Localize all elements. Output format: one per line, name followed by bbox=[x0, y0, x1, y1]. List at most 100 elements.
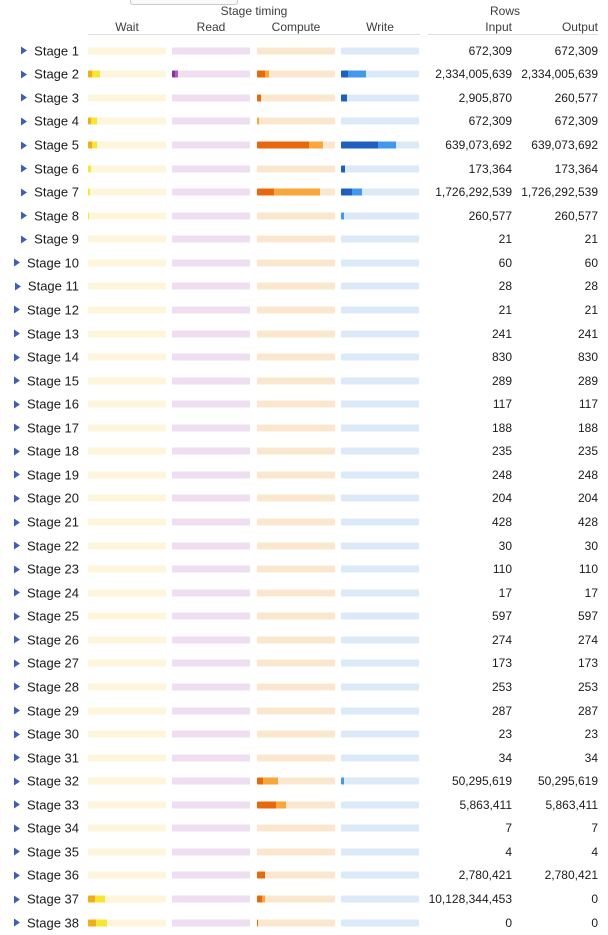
stage-expander[interactable]: Stage 22 bbox=[0, 539, 79, 552]
stage-row[interactable]: Stage 15 289 289 bbox=[0, 369, 608, 393]
stage-expander[interactable]: Stage 9 bbox=[0, 233, 79, 246]
stage-row[interactable]: Stage 24 17 17 bbox=[0, 581, 608, 605]
stage-expander[interactable]: Stage 31 bbox=[0, 751, 79, 764]
stage-row[interactable]: Stage 16 117 117 bbox=[0, 392, 608, 416]
expand-triangle-icon[interactable] bbox=[13, 376, 20, 385]
stage-row[interactable]: Stage 6 173,364 173,364 bbox=[0, 157, 608, 181]
stage-row[interactable]: Stage 30 23 23 bbox=[0, 722, 608, 746]
stage-label[interactable]: Stage 12 bbox=[26, 302, 79, 318]
stage-expander[interactable]: Stage 4 bbox=[0, 115, 79, 128]
stage-row[interactable]: Stage 25 597 597 bbox=[0, 605, 608, 629]
expand-triangle-icon[interactable] bbox=[21, 164, 28, 173]
expand-triangle-icon[interactable] bbox=[13, 470, 20, 479]
expand-triangle-icon[interactable] bbox=[13, 258, 20, 267]
expand-triangle-icon[interactable] bbox=[13, 400, 20, 409]
stage-expander[interactable]: Stage 24 bbox=[0, 586, 79, 599]
stage-label[interactable]: Stage 30 bbox=[26, 726, 79, 742]
stage-label[interactable]: Stage 1 bbox=[34, 43, 79, 59]
stage-expander[interactable]: Stage 37 bbox=[0, 893, 79, 906]
stage-label[interactable]: Stage 17 bbox=[26, 420, 79, 436]
stage-expander[interactable]: Stage 15 bbox=[0, 374, 79, 387]
expand-triangle-icon[interactable] bbox=[13, 800, 20, 809]
stage-label[interactable]: Stage 15 bbox=[26, 373, 79, 389]
stage-row[interactable]: Stage 8 260,577 260,577 bbox=[0, 204, 608, 228]
stage-row[interactable]: Stage 26 274 274 bbox=[0, 628, 608, 652]
expand-triangle-icon[interactable] bbox=[13, 612, 20, 621]
stage-label[interactable]: Stage 37 bbox=[26, 891, 79, 907]
expand-triangle-icon[interactable] bbox=[13, 753, 20, 762]
stage-label[interactable]: Stage 34 bbox=[26, 820, 79, 836]
expand-triangle-icon[interactable] bbox=[21, 141, 28, 150]
expand-triangle-icon[interactable] bbox=[13, 494, 20, 503]
expand-triangle-icon[interactable] bbox=[13, 588, 20, 597]
expand-triangle-icon[interactable] bbox=[13, 423, 20, 432]
stage-expander[interactable]: Stage 5 bbox=[0, 139, 79, 152]
stage-label[interactable]: Stage 13 bbox=[26, 326, 79, 342]
stage-label[interactable]: Stage 23 bbox=[26, 561, 79, 577]
stage-label[interactable]: Stage 21 bbox=[26, 514, 79, 530]
stage-label[interactable]: Stage 35 bbox=[26, 844, 79, 860]
stage-label[interactable]: Stage 7 bbox=[34, 184, 79, 200]
stage-row[interactable]: Stage 29 287 287 bbox=[0, 699, 608, 723]
expand-triangle-icon[interactable] bbox=[13, 565, 20, 574]
stage-row[interactable]: Stage 32 50,295,619 50,295,619 bbox=[0, 769, 608, 793]
stage-label[interactable]: Stage 16 bbox=[26, 396, 79, 412]
stage-expander[interactable]: Stage 29 bbox=[0, 704, 79, 717]
stage-label[interactable]: Stage 28 bbox=[26, 679, 79, 695]
stage-expander[interactable]: Stage 14 bbox=[0, 351, 79, 364]
stage-row[interactable]: Stage 2 2,334,005,639 2,334,005,639 bbox=[0, 63, 608, 87]
stage-label[interactable]: Stage 10 bbox=[26, 255, 79, 271]
expand-triangle-icon[interactable] bbox=[13, 447, 20, 456]
stage-expander[interactable]: Stage 11 bbox=[0, 280, 79, 293]
stage-expander[interactable]: Stage 38 bbox=[0, 916, 79, 929]
stage-row[interactable]: Stage 27 173 173 bbox=[0, 652, 608, 676]
expand-triangle-icon[interactable] bbox=[13, 824, 20, 833]
stage-row[interactable]: Stage 37 10,128,344,453 0 bbox=[0, 887, 608, 911]
expand-triangle-icon[interactable] bbox=[13, 635, 20, 644]
stage-row[interactable]: Stage 1 672,309 672,309 bbox=[0, 39, 608, 63]
stage-label[interactable]: Stage 31 bbox=[26, 750, 79, 766]
stage-row[interactable]: Stage 35 4 4 bbox=[0, 840, 608, 864]
stage-label[interactable]: Stage 36 bbox=[26, 867, 79, 883]
stage-expander[interactable]: Stage 35 bbox=[0, 845, 79, 858]
stage-label[interactable]: Stage 20 bbox=[26, 490, 79, 506]
stage-row[interactable]: Stage 12 21 21 bbox=[0, 298, 608, 322]
stage-row[interactable]: Stage 28 253 253 bbox=[0, 675, 608, 699]
stage-expander[interactable]: Stage 23 bbox=[0, 563, 79, 576]
stage-expander[interactable]: Stage 7 bbox=[0, 186, 79, 199]
stage-expander[interactable]: Stage 27 bbox=[0, 657, 79, 670]
stage-row[interactable]: Stage 18 235 235 bbox=[0, 440, 608, 464]
stage-label[interactable]: Stage 26 bbox=[26, 632, 79, 648]
stage-expander[interactable]: Stage 34 bbox=[0, 822, 79, 835]
stage-expander[interactable]: Stage 12 bbox=[0, 303, 79, 316]
expand-triangle-icon[interactable] bbox=[13, 895, 20, 904]
stage-row[interactable]: Stage 20 204 204 bbox=[0, 487, 608, 511]
expand-triangle-icon[interactable] bbox=[13, 518, 20, 527]
expand-triangle-icon[interactable] bbox=[21, 211, 28, 220]
stage-label[interactable]: Stage 11 bbox=[27, 278, 79, 294]
expand-triangle-icon[interactable] bbox=[21, 188, 28, 197]
stage-label[interactable]: Stage 27 bbox=[26, 655, 79, 671]
expand-triangle-icon[interactable] bbox=[13, 305, 20, 314]
stage-expander[interactable]: Stage 28 bbox=[0, 680, 79, 693]
expand-triangle-icon[interactable] bbox=[21, 46, 28, 55]
stage-row[interactable]: Stage 10 60 60 bbox=[0, 251, 608, 275]
stage-expander[interactable]: Stage 36 bbox=[0, 869, 79, 882]
stage-expander[interactable]: Stage 33 bbox=[0, 798, 79, 811]
stage-label[interactable]: Stage 14 bbox=[26, 349, 79, 365]
stage-row[interactable]: Stage 38 0 0 bbox=[0, 911, 608, 935]
stage-row[interactable]: Stage 13 241 241 bbox=[0, 322, 608, 346]
stage-label[interactable]: Stage 24 bbox=[26, 585, 79, 601]
stage-label[interactable]: Stage 25 bbox=[26, 608, 79, 624]
stage-row[interactable]: Stage 36 2,780,421 2,780,421 bbox=[0, 864, 608, 888]
stage-label[interactable]: Stage 19 bbox=[26, 467, 79, 483]
stage-label[interactable]: Stage 38 bbox=[26, 915, 79, 931]
stage-label[interactable]: Stage 9 bbox=[34, 231, 79, 247]
stage-row[interactable]: Stage 4 672,309 672,309 bbox=[0, 110, 608, 134]
stage-expander[interactable]: Stage 13 bbox=[0, 327, 79, 340]
stage-label[interactable]: Stage 4 bbox=[34, 113, 79, 129]
expand-triangle-icon[interactable] bbox=[21, 117, 28, 126]
stage-label[interactable]: Stage 3 bbox=[34, 90, 79, 106]
stage-row[interactable]: Stage 19 248 248 bbox=[0, 463, 608, 487]
expand-triangle-icon[interactable] bbox=[21, 70, 28, 79]
